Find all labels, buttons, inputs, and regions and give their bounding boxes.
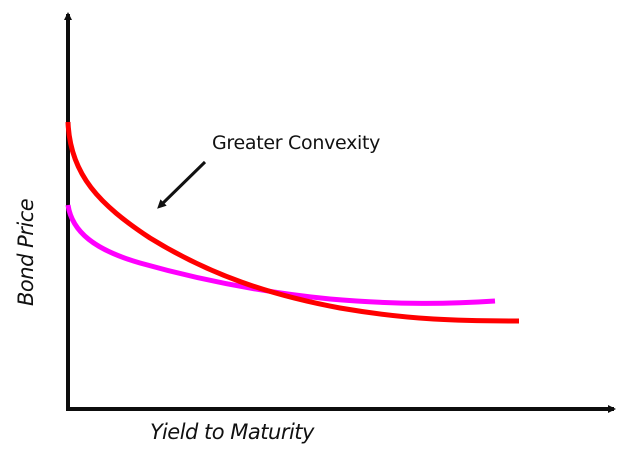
greater-convexity-label: Greater Convexity [212,132,381,154]
y-axis-label: Bond Price [14,198,38,306]
greater-convexity-curve [65,121,520,324]
x-axis-label: Yield to Maturity [150,420,314,444]
annotation-arrow [157,160,207,209]
lower-convexity-curve [65,204,496,306]
